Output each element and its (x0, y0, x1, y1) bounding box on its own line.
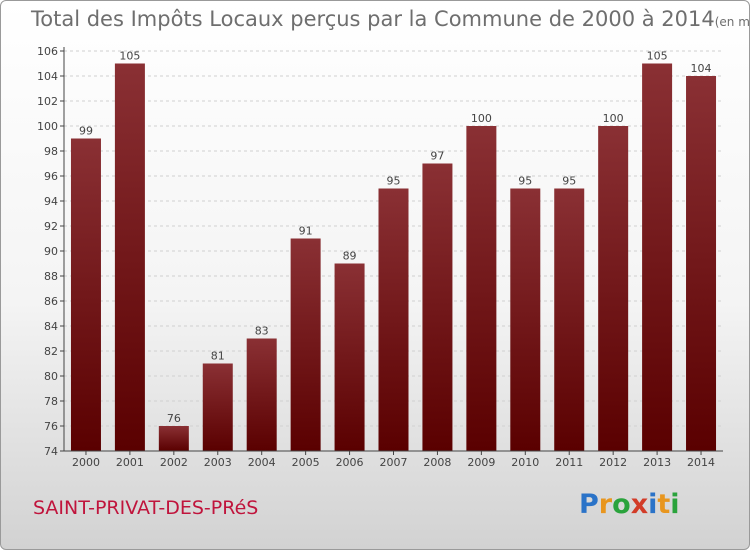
bar-2008 (422, 163, 453, 451)
bar-2010 (510, 188, 541, 451)
data-label: 105 (647, 50, 668, 63)
chart-title-row: Total des Impôts Locaux perçus par la Co… (31, 7, 750, 31)
logo-letter: P (579, 489, 599, 520)
x-tick-label: 2007 (380, 456, 408, 469)
y-tick-label: 102 (37, 95, 58, 108)
data-label: 76 (167, 412, 181, 425)
bar-2014 (686, 76, 717, 451)
x-tick-label: 2003 (204, 456, 232, 469)
chart-title: Total des Impôts Locaux perçus par la Co… (31, 7, 715, 31)
y-tick-label: 106 (37, 45, 58, 58)
y-tick-label: 82 (44, 345, 58, 358)
data-label: 95 (387, 175, 401, 188)
x-tick-label: 2006 (336, 456, 364, 469)
y-tick-label: 92 (44, 220, 58, 233)
y-tick-label: 74 (44, 445, 58, 458)
y-tick-label: 86 (44, 295, 58, 308)
chart-unit: (en milliers d'€) (714, 15, 750, 29)
data-label: 99 (79, 125, 93, 138)
bar-2003 (202, 363, 233, 451)
data-label: 89 (343, 250, 357, 263)
data-label: 105 (119, 50, 140, 63)
logo-letter: r (598, 489, 613, 520)
y-tick-label: 90 (44, 245, 58, 258)
x-tick-label: 2012 (599, 456, 627, 469)
data-label: 100 (471, 112, 492, 125)
bar-2005 (290, 238, 321, 451)
x-tick-label: 2000 (72, 456, 100, 469)
bar-2009 (466, 126, 497, 451)
y-tick-label: 88 (44, 270, 58, 283)
bar-2002 (158, 426, 189, 451)
logo-letter: t (657, 489, 671, 520)
y-tick-label: 80 (44, 370, 58, 383)
x-tick-label: 2005 (292, 456, 320, 469)
x-tick-label: 2001 (116, 456, 144, 469)
data-label: 104 (691, 62, 712, 75)
y-tick-label: 78 (44, 395, 58, 408)
logo-letter: o (612, 489, 631, 520)
x-tick-label: 2009 (467, 456, 495, 469)
y-tick-label: 94 (44, 195, 58, 208)
bar-2004 (246, 338, 277, 451)
y-tick-label: 76 (44, 420, 58, 433)
y-tick-label: 104 (37, 70, 58, 83)
x-tick-label: 2014 (687, 456, 715, 469)
y-tick-label: 100 (37, 120, 58, 133)
x-tick-label: 2002 (160, 456, 188, 469)
bar-2011 (554, 188, 585, 451)
logo-letter: x (630, 489, 649, 520)
data-label: 95 (518, 175, 532, 188)
x-tick-label: 2010 (511, 456, 539, 469)
y-tick-label: 84 (44, 320, 58, 333)
bar-2001 (114, 63, 145, 451)
data-label: 91 (299, 225, 313, 238)
data-label: 83 (255, 325, 269, 338)
logo-letter: i (670, 489, 680, 520)
bar-2006 (334, 263, 365, 451)
data-label: 95 (562, 175, 576, 188)
x-tick-label: 2011 (555, 456, 583, 469)
data-label: 100 (603, 112, 624, 125)
bar-2007 (378, 188, 409, 451)
x-tick-label: 2004 (248, 456, 276, 469)
x-tick-label: 2008 (423, 456, 451, 469)
y-tick-label: 98 (44, 145, 58, 158)
bar-2013 (642, 63, 673, 451)
x-tick-label: 2013 (643, 456, 671, 469)
y-tick-label: 96 (44, 170, 58, 183)
bar-2000 (70, 138, 101, 451)
logo-letter: i (648, 489, 658, 520)
proxiti-logo: Proxiti (579, 489, 680, 520)
data-label: 81 (211, 350, 225, 363)
commune-name: SAINT-PRIVAT-DES-PRéS (33, 497, 259, 519)
bar-2012 (598, 126, 629, 451)
data-label: 97 (430, 150, 444, 163)
